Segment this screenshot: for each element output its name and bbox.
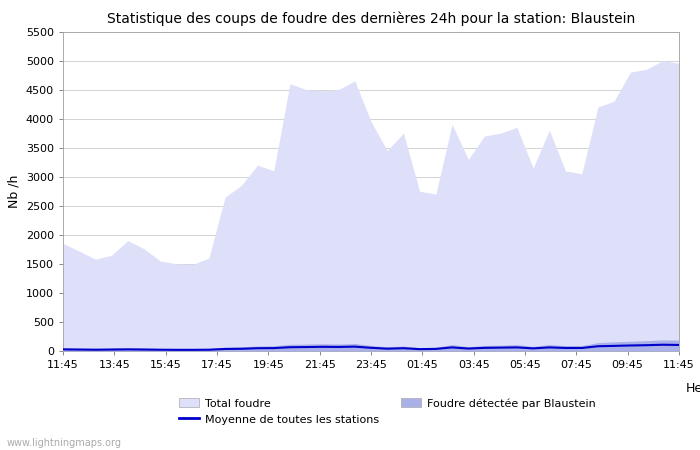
Text: Heure: Heure — [686, 382, 700, 395]
Text: www.lightningmaps.org: www.lightningmaps.org — [7, 438, 122, 448]
Legend: Total foudre, Moyenne de toutes les stations, Foudre détectée par Blaustein: Total foudre, Moyenne de toutes les stat… — [179, 398, 596, 425]
Title: Statistique des coups de foudre des dernières 24h pour la station: Blaustein: Statistique des coups de foudre des dern… — [107, 12, 635, 26]
Y-axis label: Nb /h: Nb /h — [7, 175, 20, 208]
